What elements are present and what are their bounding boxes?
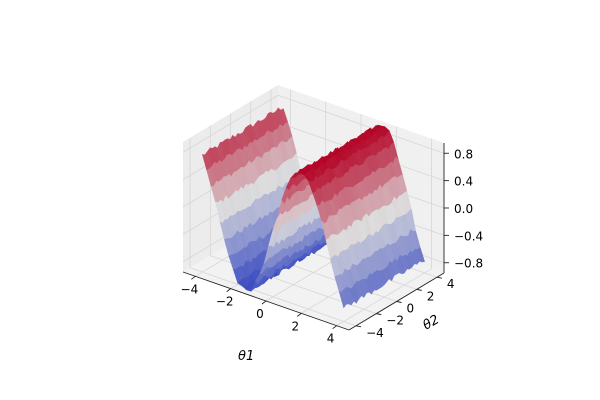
x-tick-mark: [226, 288, 231, 293]
z-tick-label: 0.0: [454, 202, 473, 216]
y-tick-mark: [416, 288, 422, 291]
z-tick-label: 0.4: [454, 175, 473, 189]
z-gridline: [182, 94, 279, 153]
x-tick-label: −2: [216, 295, 234, 309]
x-tick-mark: [332, 325, 337, 330]
x-tick-label: 2: [291, 319, 299, 333]
z-axis-ticks: −0.8 −0.4 0.0 0.4 0.8: [454, 147, 483, 270]
y-tick-mark: [396, 301, 402, 303]
x-tick-label: 4: [327, 332, 335, 346]
y-tick-mark: [436, 276, 443, 279]
y-axis-ticks: −4 −2 0 2 4: [366, 277, 454, 340]
z-tick-label: −0.8: [454, 257, 483, 271]
z-gridline: [277, 94, 445, 154]
x-axis-label: θ1: [238, 349, 254, 364]
y-tick-label: 2: [427, 289, 435, 303]
x-tick-mark: [261, 300, 267, 305]
y-tick-mark: [355, 325, 362, 328]
x-tick-label: −4: [181, 282, 199, 296]
y-tick-label: −4: [366, 326, 384, 340]
x-tick-mark: [297, 312, 302, 317]
surface-facet: [338, 291, 347, 309]
z-tick-label: 0.8: [454, 147, 473, 161]
y-gridline: [189, 267, 357, 327]
x-axis-ticks: −4 −2 0 2 4: [181, 282, 335, 345]
x-tick-mark: [191, 275, 196, 280]
y-axis-label: θ2: [421, 312, 443, 333]
y-tick-label: −2: [386, 314, 404, 328]
y-tick-label: 0: [407, 302, 415, 316]
x-tick-label: 0: [256, 307, 264, 321]
y-tick-mark: [376, 313, 382, 316]
y-tick-label: 4: [447, 277, 455, 291]
surface: [202, 107, 425, 309]
axis-lines: [182, 143, 449, 331]
z-tick-label: −0.4: [454, 229, 483, 243]
